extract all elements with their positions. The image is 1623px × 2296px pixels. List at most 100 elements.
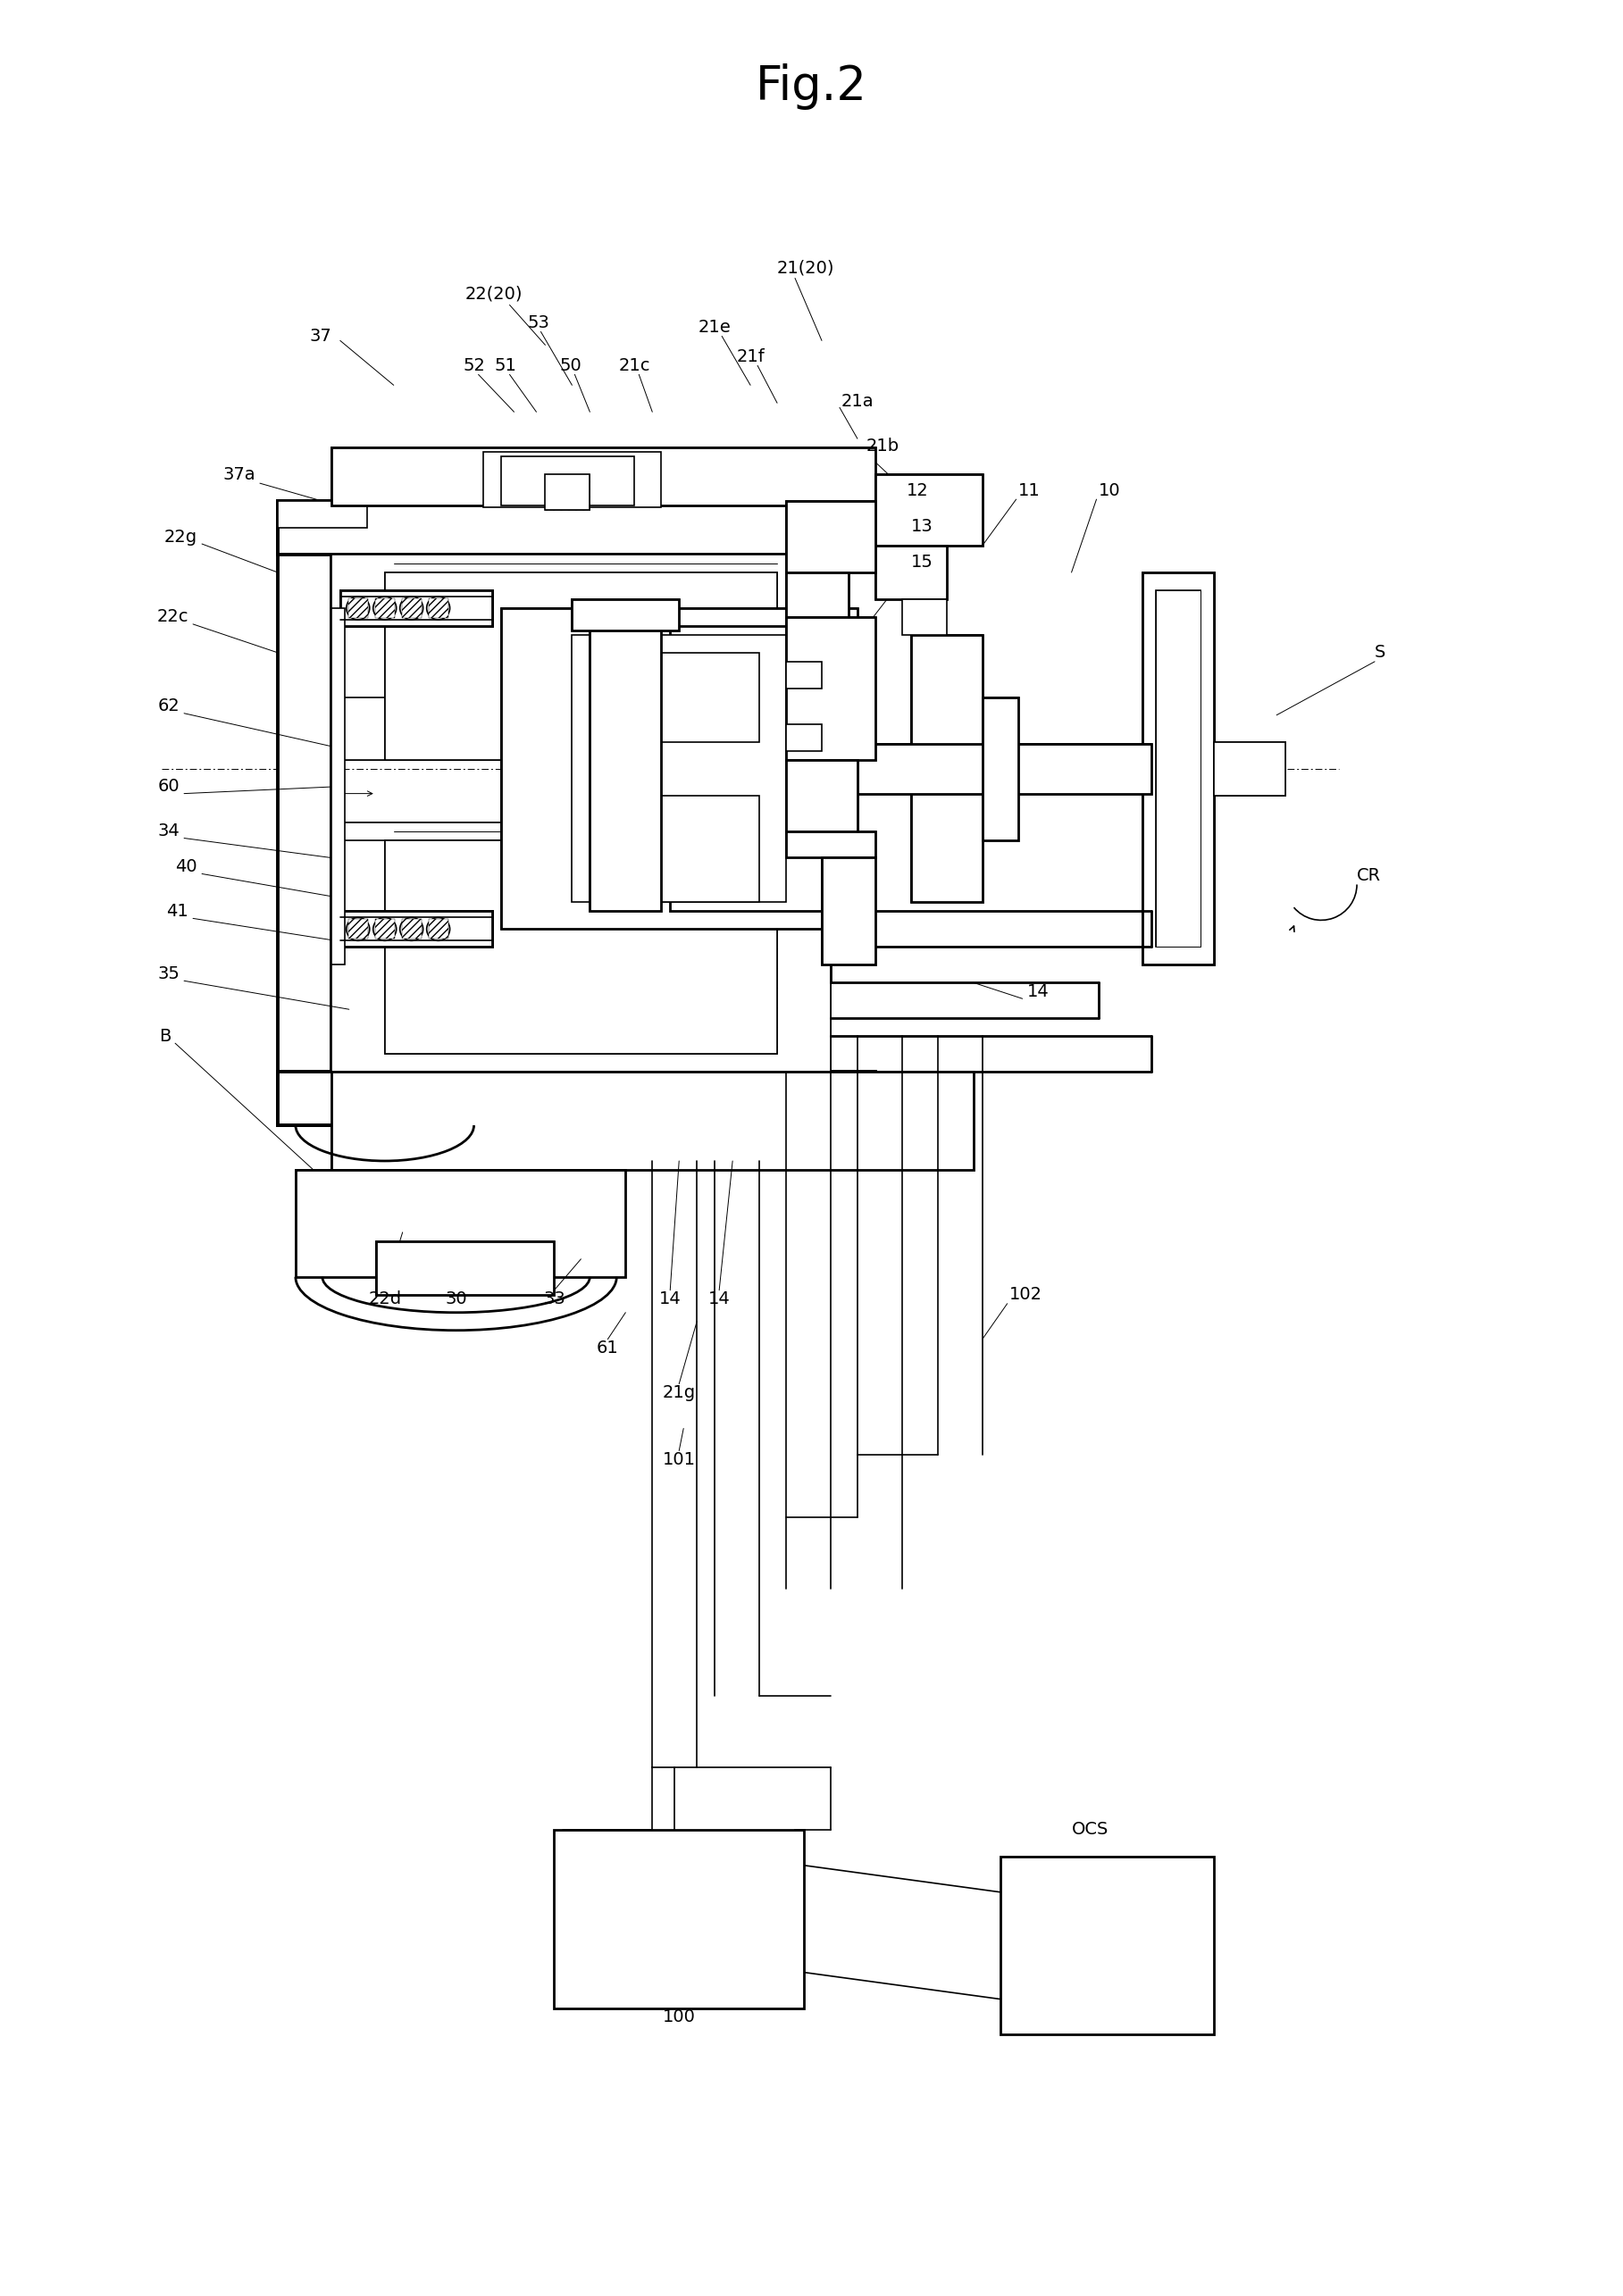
Bar	[849, 744, 1152, 794]
Text: 14: 14	[1027, 983, 1048, 1001]
Bar	[385, 572, 777, 760]
Circle shape	[406, 742, 422, 758]
Bar	[982, 698, 1018, 840]
Bar	[571, 599, 678, 631]
Bar	[341, 590, 492, 627]
Bar	[911, 634, 982, 902]
Bar	[349, 918, 368, 939]
Bar	[341, 912, 492, 946]
Circle shape	[464, 689, 480, 705]
Bar	[670, 698, 786, 840]
Bar	[571, 599, 678, 631]
Bar	[1000, 1857, 1214, 2034]
Circle shape	[445, 742, 461, 758]
Bar	[1156, 590, 1201, 946]
Bar	[331, 448, 875, 505]
Bar	[278, 501, 367, 528]
Circle shape	[467, 746, 477, 755]
Bar	[331, 1072, 974, 1171]
Bar	[786, 501, 875, 572]
Bar	[428, 599, 448, 618]
Bar	[786, 760, 857, 831]
Bar	[875, 546, 946, 599]
Text: 40: 40	[175, 859, 198, 875]
Text: 22d: 22d	[368, 1290, 401, 1309]
Circle shape	[386, 689, 401, 705]
Circle shape	[399, 918, 424, 941]
Bar	[545, 475, 589, 510]
Text: 51: 51	[493, 358, 516, 374]
Text: 37: 37	[308, 328, 331, 344]
Circle shape	[448, 746, 458, 755]
Circle shape	[427, 597, 450, 620]
Bar	[875, 475, 982, 546]
Bar	[341, 590, 492, 627]
Bar	[786, 618, 875, 760]
Circle shape	[445, 689, 461, 705]
Bar	[1214, 742, 1285, 794]
Text: 14: 14	[708, 1290, 730, 1309]
Bar	[821, 859, 875, 964]
Bar	[331, 1072, 974, 1171]
Text: 61: 61	[597, 1339, 618, 1357]
Bar	[500, 457, 635, 505]
Circle shape	[467, 693, 477, 703]
Bar	[911, 634, 982, 902]
Bar	[545, 475, 589, 510]
Bar	[500, 608, 857, 930]
Bar	[786, 760, 857, 831]
Bar	[786, 831, 875, 859]
Circle shape	[346, 918, 370, 941]
Circle shape	[409, 746, 417, 755]
Bar	[295, 1171, 625, 1277]
Bar	[341, 912, 492, 946]
Bar	[385, 840, 777, 1054]
Text: OCS: OCS	[1071, 1821, 1109, 1839]
Bar	[589, 627, 661, 912]
Text: 30: 30	[445, 1290, 467, 1309]
Bar	[670, 627, 849, 698]
Circle shape	[464, 742, 480, 758]
Bar	[377, 1242, 553, 1295]
Text: 11: 11	[1018, 482, 1040, 498]
Text: 41: 41	[167, 902, 188, 921]
Bar	[500, 457, 635, 505]
Bar	[599, 794, 760, 902]
Bar	[1143, 572, 1214, 964]
Text: 52: 52	[463, 358, 485, 374]
Circle shape	[373, 597, 396, 620]
Bar	[786, 831, 875, 859]
Bar	[786, 572, 849, 618]
Bar	[786, 572, 849, 618]
Text: 50: 50	[560, 358, 581, 374]
Circle shape	[428, 746, 437, 755]
Text: B: B	[159, 1029, 170, 1045]
Text: 100: 100	[662, 2009, 696, 2025]
Bar	[1156, 590, 1201, 946]
Text: 62: 62	[157, 698, 180, 714]
Circle shape	[346, 597, 370, 620]
Bar	[670, 840, 849, 912]
Bar	[428, 918, 448, 939]
Text: 60: 60	[157, 778, 180, 794]
Bar	[278, 501, 875, 556]
Circle shape	[428, 693, 437, 703]
Circle shape	[399, 597, 424, 620]
Bar	[589, 627, 661, 912]
Circle shape	[406, 689, 422, 705]
Bar	[401, 599, 422, 618]
Circle shape	[373, 918, 396, 941]
Bar	[278, 1072, 875, 1125]
Bar	[571, 634, 786, 902]
Text: 21e: 21e	[698, 319, 730, 335]
Bar	[377, 1242, 553, 1295]
Bar	[331, 556, 831, 760]
Bar	[786, 501, 875, 572]
Bar	[331, 608, 344, 964]
Text: 53: 53	[527, 315, 550, 331]
Bar	[849, 744, 1152, 794]
Text: 15: 15	[911, 553, 933, 569]
Text: 21c: 21c	[618, 358, 651, 374]
Bar	[902, 599, 946, 634]
Bar	[1214, 742, 1285, 794]
